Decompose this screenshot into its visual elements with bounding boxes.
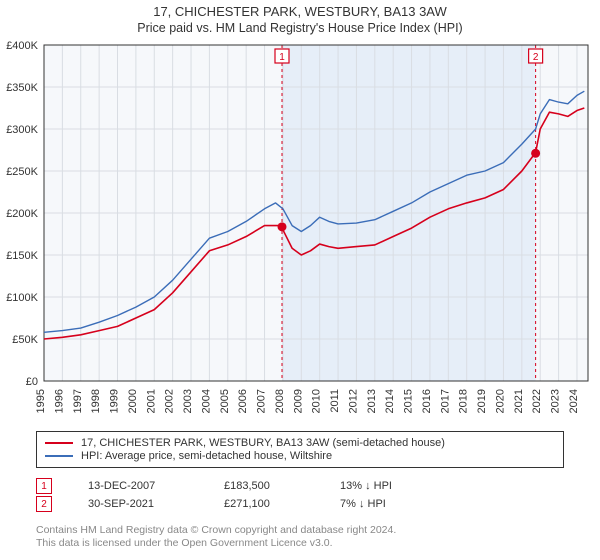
marker-price: £183,500 (224, 480, 304, 492)
svg-text:2009: 2009 (292, 389, 304, 413)
svg-text:2021: 2021 (513, 389, 525, 413)
svg-text:2005: 2005 (219, 389, 231, 413)
svg-text:£400K: £400K (6, 40, 38, 52)
marker-number-box: 2 (36, 496, 52, 512)
svg-text:2012: 2012 (347, 389, 359, 413)
svg-text:2002: 2002 (164, 389, 176, 413)
svg-text:2019: 2019 (476, 389, 488, 413)
svg-text:2018: 2018 (458, 389, 470, 413)
svg-text:2015: 2015 (403, 389, 415, 413)
marker-date: 13-DEC-2007 (88, 480, 188, 492)
license-text: Contains HM Land Registry data © Crown c… (36, 524, 564, 550)
svg-text:2003: 2003 (182, 389, 194, 413)
legend-item: 17, CHICHESTER PARK, WESTBURY, BA13 3AW … (45, 437, 555, 449)
svg-text:2007: 2007 (256, 389, 268, 413)
svg-text:2000: 2000 (127, 389, 139, 413)
sale-markers-table: 1 13-DEC-2007 £183,500 13% ↓ HPI 2 30-SEP-202… (36, 476, 564, 514)
svg-text:1997: 1997 (72, 389, 84, 413)
svg-text:£200K: £200K (6, 208, 38, 220)
svg-text:1998: 1998 (90, 389, 102, 413)
svg-text:2023: 2023 (550, 389, 562, 413)
svg-text:1996: 1996 (53, 389, 65, 413)
svg-text:1995: 1995 (35, 389, 47, 413)
marker-number-box: 1 (36, 478, 52, 494)
svg-text:£350K: £350K (6, 82, 38, 94)
marker-price: £271,100 (224, 498, 304, 510)
svg-text:2017: 2017 (439, 389, 451, 413)
legend-label: HPI: Average price, semi-detached house,… (81, 450, 332, 462)
legend-swatch (45, 455, 73, 457)
svg-text:2013: 2013 (366, 389, 378, 413)
svg-text:2016: 2016 (421, 389, 433, 413)
svg-text:1999: 1999 (109, 389, 121, 413)
chart-title-address: 17, CHICHESTER PARK, WESTBURY, BA13 3AW (0, 4, 600, 19)
license-line1: Contains HM Land Registry data © Crown c… (36, 524, 564, 537)
license-line2: This data is licensed under the Open Gov… (36, 537, 564, 550)
svg-text:£100K: £100K (6, 292, 38, 304)
marker-row: 1 13-DEC-2007 £183,500 13% ↓ HPI (36, 478, 564, 494)
svg-text:2011: 2011 (329, 389, 341, 413)
svg-text:£50K: £50K (12, 334, 38, 346)
legend-swatch (45, 442, 73, 444)
svg-text:£300K: £300K (6, 124, 38, 136)
chart-title-block: 17, CHICHESTER PARK, WESTBURY, BA13 3AW … (0, 0, 600, 35)
svg-text:2: 2 (533, 52, 539, 63)
chart-title-subtitle: Price paid vs. HM Land Registry's House … (0, 21, 600, 35)
legend-label: 17, CHICHESTER PARK, WESTBURY, BA13 3AW … (81, 437, 445, 449)
svg-text:£150K: £150K (6, 250, 38, 262)
svg-text:2004: 2004 (200, 389, 212, 413)
svg-text:£250K: £250K (6, 166, 38, 178)
svg-text:2022: 2022 (531, 389, 543, 413)
chart-legend: 17, CHICHESTER PARK, WESTBURY, BA13 3AW … (36, 431, 564, 468)
svg-text:2024: 2024 (568, 389, 580, 413)
svg-text:1: 1 (279, 52, 285, 63)
marker-row: 2 30-SEP-2021 £271,100 7% ↓ HPI (36, 496, 564, 512)
svg-text:2001: 2001 (145, 389, 157, 413)
svg-text:2008: 2008 (274, 389, 286, 413)
marker-date: 30-SEP-2021 (88, 498, 188, 510)
svg-text:2010: 2010 (311, 389, 323, 413)
marker-delta: 7% ↓ HPI (340, 498, 386, 510)
marker-delta: 13% ↓ HPI (340, 480, 392, 492)
svg-text:£0: £0 (26, 376, 38, 388)
price-chart: £0 £50K £100K £150K £200K £250K £300K £350K £400… (0, 35, 600, 425)
svg-text:2020: 2020 (494, 389, 506, 413)
svg-text:2014: 2014 (384, 389, 396, 413)
legend-item: HPI: Average price, semi-detached house,… (45, 450, 555, 462)
svg-text:2006: 2006 (237, 389, 249, 413)
